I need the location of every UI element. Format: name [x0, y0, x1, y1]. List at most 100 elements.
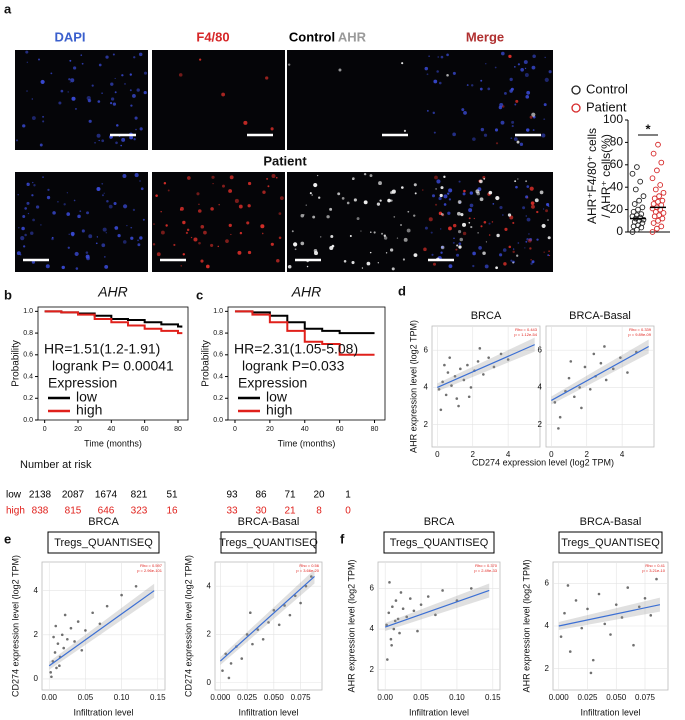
cell: [516, 140, 520, 144]
cell: [515, 185, 518, 189]
cell: [129, 89, 132, 92]
stat-label: p = 1.12e-54: [514, 332, 537, 337]
legend-title: Expression: [48, 375, 117, 391]
cell: [193, 237, 198, 242]
chart-title: AHR: [291, 284, 322, 300]
cell: [318, 196, 321, 199]
data-point: [629, 170, 636, 177]
micrograph: [287, 172, 420, 272]
cell: [211, 175, 215, 179]
y-tick-label: 4: [370, 624, 375, 633]
cell: [424, 66, 429, 71]
data-point: [437, 387, 441, 391]
cell: [403, 237, 408, 242]
cell: [522, 206, 526, 210]
cell: [407, 210, 410, 213]
data-point: [439, 408, 443, 412]
cell: [85, 254, 90, 259]
cell: [85, 251, 89, 254]
cell: [513, 137, 518, 142]
cell: [504, 227, 508, 231]
cell: [20, 236, 25, 241]
data-point: [401, 607, 405, 611]
x-tick-label: 0.025: [237, 693, 258, 702]
cell: [26, 182, 30, 187]
y-tick-label: 0.2: [23, 395, 33, 402]
chart-title: BRCA-Basal: [238, 516, 300, 528]
cell: [22, 124, 26, 128]
cell: [58, 101, 62, 105]
cell: [452, 132, 456, 137]
cell: [495, 195, 500, 201]
cell: [479, 179, 483, 184]
x-tick-label: 0.15: [485, 693, 501, 702]
cell: [132, 208, 136, 212]
y-tick-label: 1.0: [23, 308, 33, 315]
cell: [517, 178, 519, 180]
cell: [437, 56, 439, 58]
data-point: [578, 386, 581, 389]
cell: [426, 73, 429, 76]
cell: [511, 125, 514, 128]
cell: [42, 120, 45, 123]
image-background: [152, 50, 285, 150]
cell: [77, 214, 81, 219]
data-point: [566, 584, 570, 587]
survival-curve: [234, 310, 375, 356]
data-point: [643, 596, 647, 600]
x-tick-label: 0.00: [377, 693, 393, 702]
data-point: [650, 201, 657, 207]
cell: [198, 203, 200, 205]
cell: [122, 204, 128, 209]
cell: [247, 181, 252, 186]
cell: [547, 236, 551, 240]
cell: [51, 236, 54, 239]
cell: [126, 225, 128, 227]
hazard-ratio: HR=1.51(1.2-1.91): [44, 341, 160, 357]
cell: [229, 175, 234, 180]
y-tick-label: 2: [370, 665, 375, 674]
cell: [37, 58, 41, 61]
cell: [68, 233, 70, 235]
y-tick-label: 0.4: [213, 373, 223, 380]
cell: [129, 73, 132, 76]
data-point: [444, 393, 448, 397]
cell: [531, 65, 536, 70]
cell: [31, 260, 36, 264]
cell: [424, 226, 428, 230]
cell: [510, 259, 513, 262]
cell: [261, 232, 264, 235]
cell: [443, 175, 446, 178]
cell: [16, 251, 21, 256]
cell: [155, 194, 158, 197]
channel-label: AHR: [338, 29, 367, 44]
cell: [101, 182, 104, 185]
chart-title: BRCA: [424, 516, 455, 528]
y-tick-label: 2: [34, 630, 39, 639]
cell: [24, 233, 27, 237]
data-point: [492, 365, 496, 369]
image-background: [152, 172, 285, 272]
cell: [373, 231, 376, 234]
cell: [114, 91, 117, 94]
cell: [309, 192, 312, 195]
cell: [185, 231, 189, 235]
data-point: [453, 374, 457, 378]
plot-frame: [37, 306, 189, 421]
risk-count: 323: [131, 506, 148, 517]
cell: [142, 218, 145, 221]
data-point: [650, 220, 657, 226]
confidence-band: [558, 597, 660, 630]
x-tick-label: 60: [336, 426, 344, 433]
data-point: [62, 646, 66, 650]
cell: [353, 198, 357, 202]
data-point: [310, 575, 313, 578]
cell: [519, 142, 524, 147]
cell: [95, 242, 98, 245]
legend-label: Control: [586, 81, 628, 96]
cell: [239, 231, 243, 235]
data-point: [658, 223, 665, 230]
cell: [531, 204, 535, 209]
cell: [133, 56, 136, 59]
cell: [66, 212, 71, 216]
